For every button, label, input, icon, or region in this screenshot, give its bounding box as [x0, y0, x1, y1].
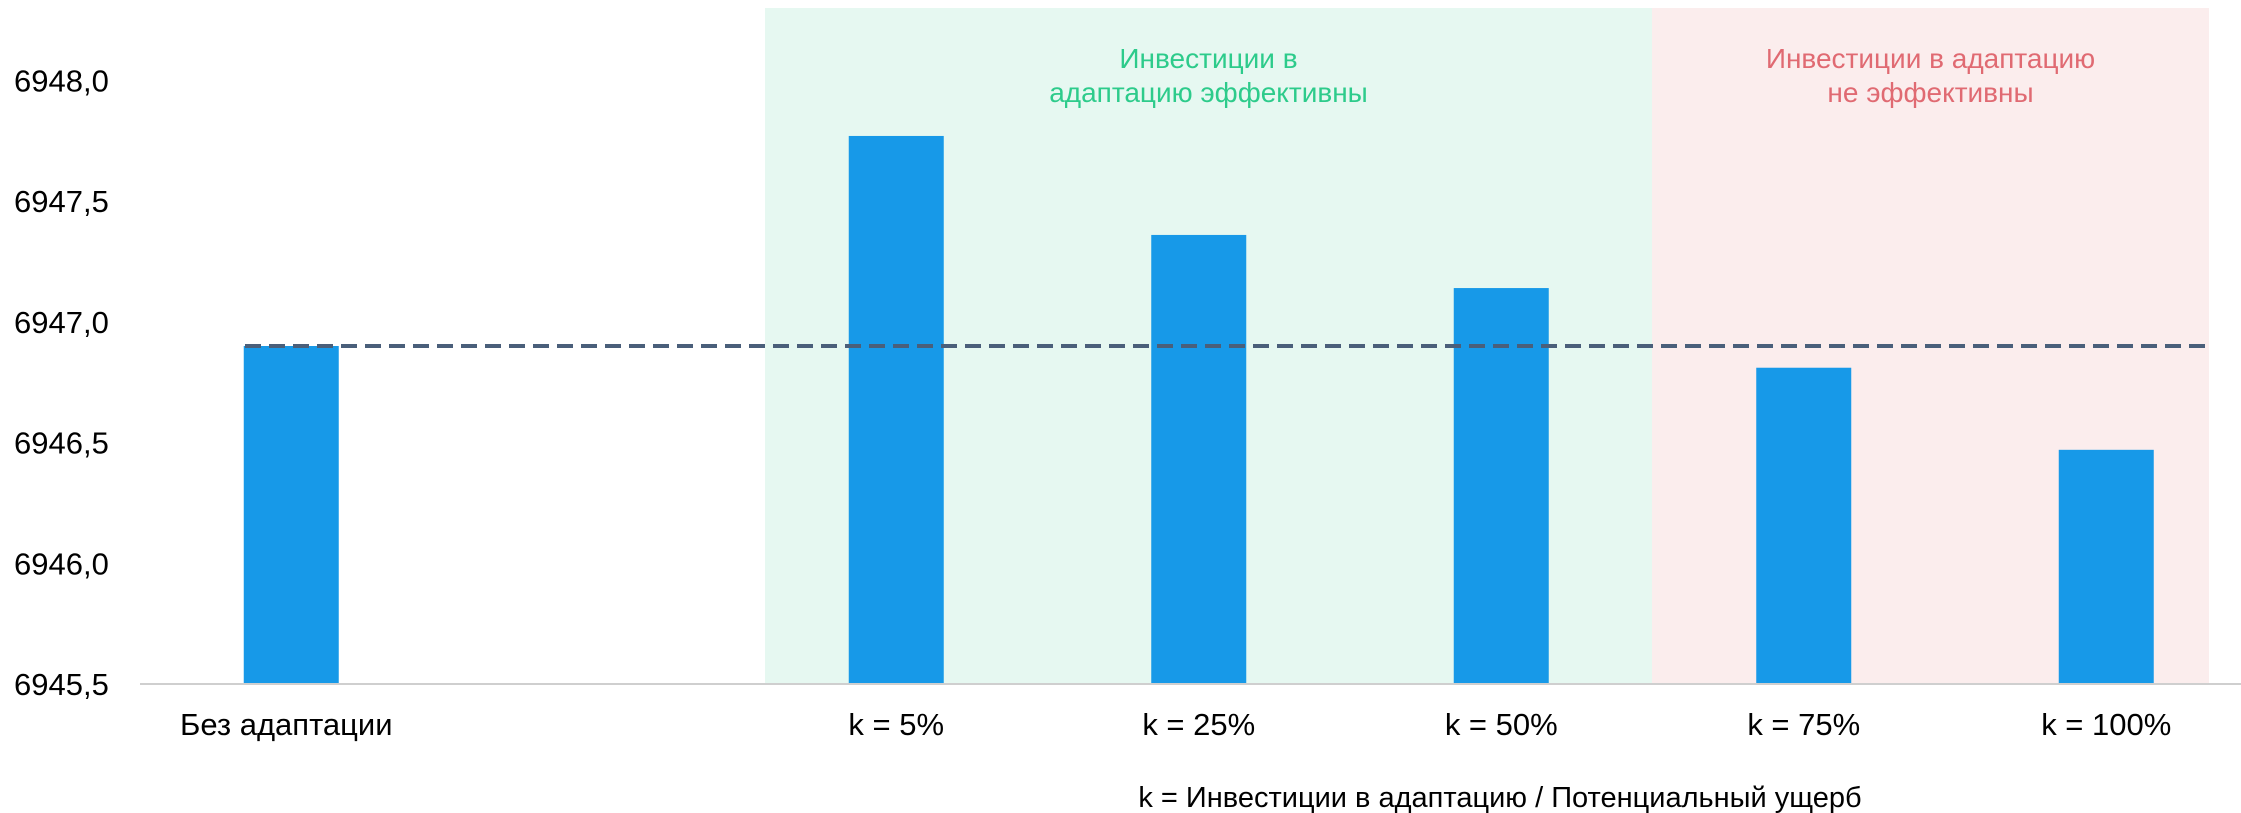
category-label-5: k = 75%	[1747, 707, 1860, 742]
x-axis-category-labels: Без адаптации k = 5% k = 25% k = 50% k = 75%…	[180, 707, 2171, 742]
bar-2	[848, 135, 944, 684]
y-tick-label-2: 6946,5	[14, 426, 109, 461]
region-label-0-line-0: Инвестиции в	[1119, 43, 1297, 74]
region-label-1-line-0: Инвестиции в адаптацию	[1766, 43, 2095, 74]
bar-6	[2058, 449, 2154, 684]
y-tick-label-5: 6948,0	[14, 63, 109, 98]
category-label-0: Без адаптации	[180, 707, 393, 742]
y-tick-label-4: 6947,5	[14, 184, 109, 219]
category-label-6: k = 100%	[2041, 707, 2171, 742]
region-label-0-line-1: адаптацию эффективны	[1049, 77, 1368, 108]
y-axis-tick-labels: 6945,5 6946,0 6946,5 6947,0 6947,5 6948,0	[14, 63, 109, 702]
y-tick-label-3: 6947,0	[14, 305, 109, 340]
y-tick-label-1: 6946,0	[14, 546, 109, 581]
y-tick-label-0: 6945,5	[14, 667, 109, 702]
bar-3	[1151, 234, 1247, 684]
category-label-3: k = 25%	[1142, 707, 1255, 742]
category-label-2: k = 5%	[848, 707, 944, 742]
category-label-4: k = 50%	[1445, 707, 1558, 742]
footnote: k = Инвестиции в адаптацию / Потенциальн…	[1138, 782, 1861, 813]
bar-4	[1453, 288, 1549, 684]
bars	[243, 135, 2154, 684]
bar-5	[1756, 367, 1852, 684]
region-label-1-line-1: не эффективны	[1827, 77, 2033, 108]
bar-0	[243, 346, 339, 684]
